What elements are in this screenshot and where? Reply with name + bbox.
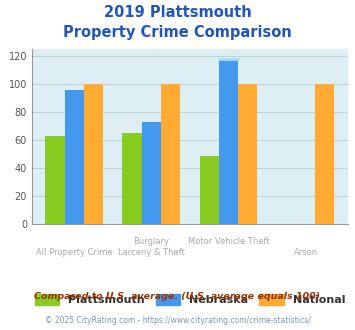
Text: Burglary: Burglary — [133, 237, 169, 246]
Text: Motor Vehicle Theft: Motor Vehicle Theft — [188, 237, 269, 246]
Bar — [142, 122, 161, 224]
Bar — [219, 59, 238, 224]
Text: © 2025 CityRating.com - https://www.cityrating.com/crime-statistics/: © 2025 CityRating.com - https://www.city… — [45, 316, 310, 325]
Bar — [65, 90, 84, 224]
Legend: Plattsmouth, Nebraska, National: Plattsmouth, Nebraska, National — [30, 289, 350, 310]
Bar — [122, 133, 142, 224]
Bar — [200, 156, 219, 224]
Text: Arson: Arson — [294, 248, 318, 257]
Bar — [84, 84, 103, 224]
Bar — [238, 84, 257, 224]
Bar — [315, 84, 334, 224]
Text: Compared to U.S. average. (U.S. average equals 100): Compared to U.S. average. (U.S. average … — [34, 292, 321, 301]
Bar — [161, 84, 180, 224]
Text: Property Crime Comparison: Property Crime Comparison — [63, 25, 292, 40]
Text: 2019 Plattsmouth: 2019 Plattsmouth — [104, 5, 251, 20]
Bar — [45, 136, 65, 224]
Text: All Property Crime: All Property Crime — [36, 248, 113, 257]
Text: Larceny & Theft: Larceny & Theft — [118, 248, 185, 257]
